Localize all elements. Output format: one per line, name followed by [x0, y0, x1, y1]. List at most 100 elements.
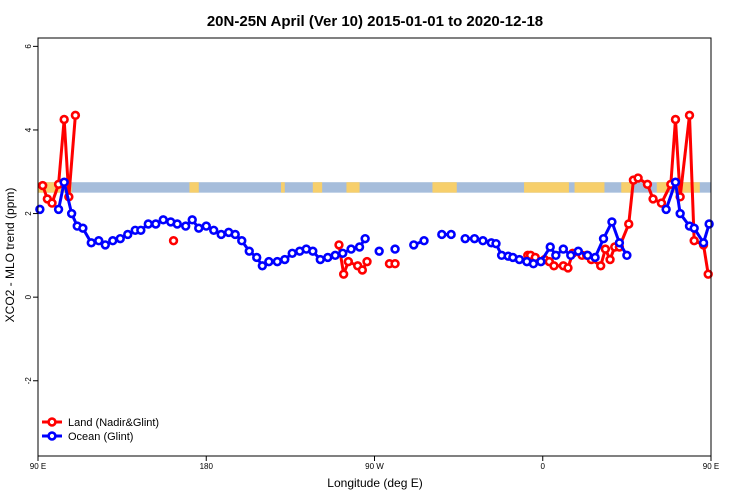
data-point [390, 244, 400, 254]
data-point [315, 254, 325, 265]
y-tick-label: -2 [24, 377, 33, 385]
data-point [237, 236, 247, 246]
data-point [437, 229, 447, 240]
data-point [78, 223, 88, 233]
data-point [419, 236, 429, 246]
data-point [642, 179, 653, 190]
data-point [656, 198, 667, 208]
data-point [287, 248, 297, 258]
data-point [698, 238, 709, 248]
data-point [362, 256, 372, 267]
data-point [244, 246, 254, 256]
data-point [346, 244, 356, 254]
data-point [252, 252, 262, 263]
data-point [338, 248, 348, 258]
y-tick-label: 4 [24, 127, 33, 132]
data-point [123, 229, 133, 240]
data-point [66, 208, 77, 219]
data-point [703, 269, 713, 279]
legend-label: Ocean (Glint) [68, 431, 133, 443]
series-line-segment [62, 181, 74, 214]
data-point [94, 236, 104, 246]
data-point [558, 244, 569, 254]
data-point [549, 261, 559, 271]
data-point [670, 177, 681, 187]
data-point [491, 238, 501, 249]
legend-marker [47, 417, 57, 427]
data-point [280, 254, 290, 265]
data-point [614, 238, 625, 248]
band-sea [38, 182, 711, 193]
data-point [334, 240, 344, 250]
data-point [469, 233, 480, 244]
data-point [338, 269, 349, 279]
data-point [600, 244, 611, 254]
data-point [675, 208, 685, 219]
data-point [115, 233, 125, 244]
data-point [460, 233, 470, 244]
data-point [582, 250, 593, 261]
data-point [563, 263, 573, 273]
series-line-segment [688, 115, 696, 241]
series-line-segment [678, 115, 691, 198]
y-tick-label: 2 [24, 211, 33, 216]
data-point [53, 204, 64, 215]
data-point [670, 114, 681, 125]
data-point [264, 256, 274, 267]
series-layer [35, 110, 714, 279]
data-point [86, 238, 96, 248]
legend-marker [47, 431, 57, 441]
band-land [524, 182, 569, 193]
axes: 90 E 180 90 W 0 90 E -2 0 2 4 6 [24, 44, 719, 471]
data-point [551, 250, 561, 261]
data-point [598, 233, 609, 244]
data-point [47, 198, 57, 208]
series-line-segment [673, 181, 682, 214]
data-point [272, 256, 282, 267]
data-point [59, 114, 69, 125]
data-point [330, 250, 340, 261]
data-point [194, 223, 204, 233]
data-point [446, 229, 456, 240]
data-point [143, 219, 153, 229]
band-land [189, 182, 199, 193]
x-axis-label: Longitude (deg E) [327, 476, 422, 490]
band-land [432, 182, 457, 193]
data-point [689, 236, 699, 246]
data-point [59, 177, 69, 187]
band-land [656, 182, 669, 193]
data-point [545, 242, 555, 252]
data-point [704, 219, 714, 229]
data-point [209, 225, 219, 235]
series-line-segment [67, 115, 77, 197]
data-point [390, 259, 400, 269]
data-point [308, 246, 318, 256]
y-tick-label: 0 [24, 294, 33, 299]
data-point [648, 194, 658, 204]
series-line-segment [702, 244, 710, 275]
x-tick-label: 90 E [30, 462, 46, 471]
band-land [621, 182, 633, 193]
data-point [478, 236, 488, 246]
x-tick-label: 90 E [703, 462, 719, 471]
data-point [684, 110, 695, 121]
data-point [323, 252, 333, 263]
data-point [230, 229, 240, 240]
data-point [409, 240, 419, 250]
data-point [108, 236, 118, 246]
series-line-segment [664, 181, 677, 210]
data-point [168, 236, 179, 246]
data-point [536, 256, 546, 267]
data-point [257, 261, 268, 271]
band-land [574, 182, 605, 193]
x-tick-label: 180 [200, 462, 214, 471]
data-point [605, 254, 615, 265]
data-point [37, 180, 48, 191]
land-sea-band [38, 182, 711, 193]
band-land [281, 182, 285, 193]
x-tick-label: 0 [541, 462, 546, 471]
data-point [514, 254, 525, 265]
data-point [187, 215, 197, 225]
data-point [180, 221, 191, 231]
